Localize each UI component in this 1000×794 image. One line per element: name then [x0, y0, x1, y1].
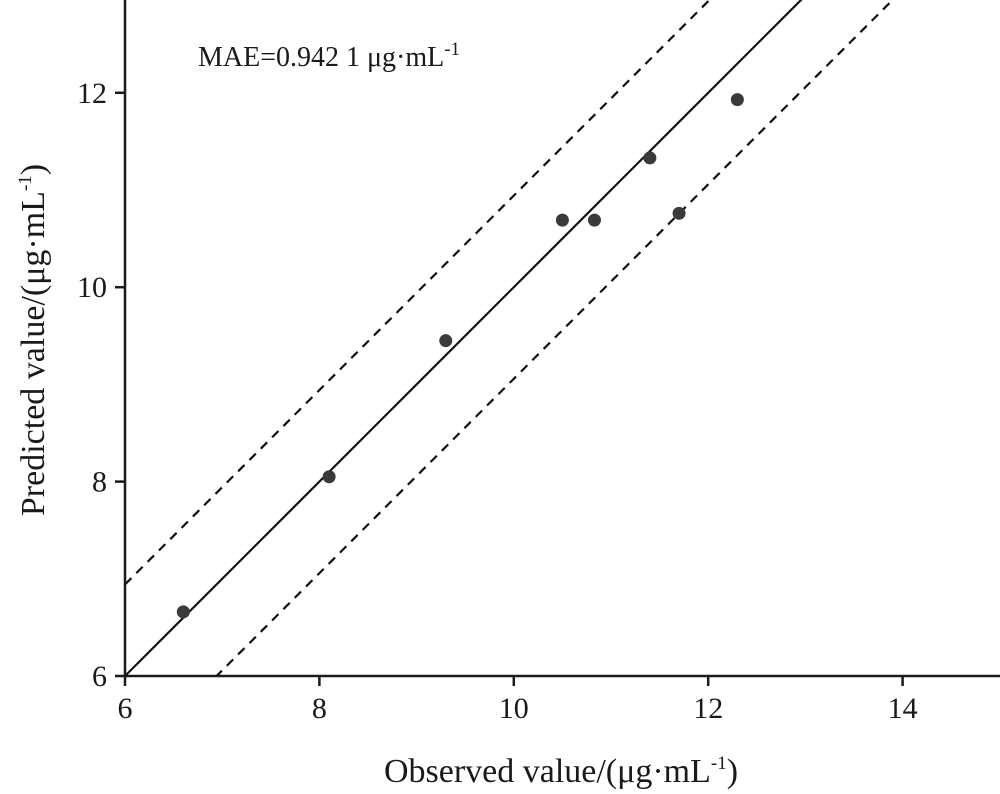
- y-tick-label: 10: [77, 271, 107, 304]
- y-tick-label: 8: [92, 466, 107, 499]
- mae-annotation: MAE=0.942 1 μg·mL-1: [198, 39, 460, 73]
- reference-lines: [125, 0, 895, 676]
- y-axis-title: Predicted value/(μg·mL-1): [15, 164, 52, 516]
- x-axis-title-text: Observed value/(μg·mL: [384, 753, 711, 790]
- upper-mae-line: [125, 0, 711, 586]
- y-tick-label: 6: [92, 660, 107, 693]
- x-tick-label: 8: [312, 692, 327, 725]
- x-tick-label: 14: [888, 692, 918, 725]
- data-point-3: [439, 334, 453, 348]
- x-axis-ticks: 6 8 10 12 14: [118, 676, 918, 725]
- identity-line: [125, 0, 803, 676]
- data-points: [176, 93, 744, 619]
- data-point-5: [587, 213, 601, 227]
- data-point-2: [322, 470, 336, 484]
- x-axis-title-close: ): [727, 753, 738, 790]
- data-point-1: [176, 605, 190, 619]
- x-axis-title-sup: -1: [711, 753, 727, 774]
- axes: [123, 0, 1000, 678]
- data-point-7: [672, 206, 686, 220]
- mae-annotation-text: MAE=0.942 1 μg·mL: [198, 42, 444, 73]
- x-tick-label: 6: [118, 692, 133, 725]
- x-tick-label: 10: [499, 692, 529, 725]
- y-axis-title-close: ): [15, 164, 52, 175]
- data-point-4: [555, 213, 569, 227]
- x-axis-title: Observed value/(μg·mL-1): [384, 753, 738, 790]
- y-tick-label: 12: [77, 77, 107, 110]
- data-point-6: [643, 151, 657, 165]
- lower-mae-line: [215, 0, 895, 676]
- y-axis-title-text: Predicted value/(μg·mL: [15, 191, 52, 516]
- y-axis-title-sup: -1: [15, 175, 36, 191]
- x-tick-label: 12: [693, 692, 723, 725]
- mae-annotation-sup: -1: [444, 39, 460, 60]
- data-point-8: [730, 93, 744, 107]
